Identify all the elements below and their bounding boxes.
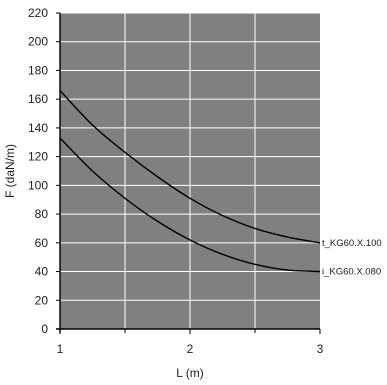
y-tick-label: 160 bbox=[28, 92, 48, 106]
y-tick-label: 140 bbox=[28, 121, 48, 135]
y-axis-title: F (daN/m) bbox=[3, 144, 17, 198]
y-tick-label: 180 bbox=[28, 63, 48, 77]
x-axis-ticks: 1 2 3 bbox=[57, 329, 324, 356]
x-tick-label: 2 bbox=[187, 342, 194, 356]
series-line-1 bbox=[59, 90, 321, 244]
series-labels: t_KG60.X.100 i_KG60.X.080 bbox=[322, 238, 382, 278]
y-tick-label: 100 bbox=[28, 178, 48, 192]
series-lines bbox=[59, 90, 321, 273]
series-label-1: t_KG60.X.100 bbox=[322, 238, 382, 249]
x-axis-title: L (m) bbox=[176, 366, 204, 380]
series-label-2: i_KG60.X.080 bbox=[322, 267, 381, 278]
plot-frame bbox=[56, 13, 320, 333]
y-tick-label: 80 bbox=[35, 207, 49, 221]
y-tick-label: 200 bbox=[28, 35, 48, 49]
series-line-2 bbox=[59, 137, 321, 273]
y-tick-label: 0 bbox=[41, 322, 48, 336]
y-tick-label: 120 bbox=[28, 150, 48, 164]
y-axis-ticks: 0 20 40 60 80 100 120 140 160 180 200 220 bbox=[28, 6, 60, 336]
grid-lines bbox=[60, 12, 320, 329]
y-tick-label: 20 bbox=[35, 293, 49, 307]
y-tick-label: 220 bbox=[28, 6, 48, 20]
y-tick-label: 40 bbox=[35, 265, 49, 279]
y-tick-label: 60 bbox=[35, 236, 49, 250]
x-tick-label: 1 bbox=[57, 342, 64, 356]
x-tick-label: 3 bbox=[317, 342, 324, 356]
